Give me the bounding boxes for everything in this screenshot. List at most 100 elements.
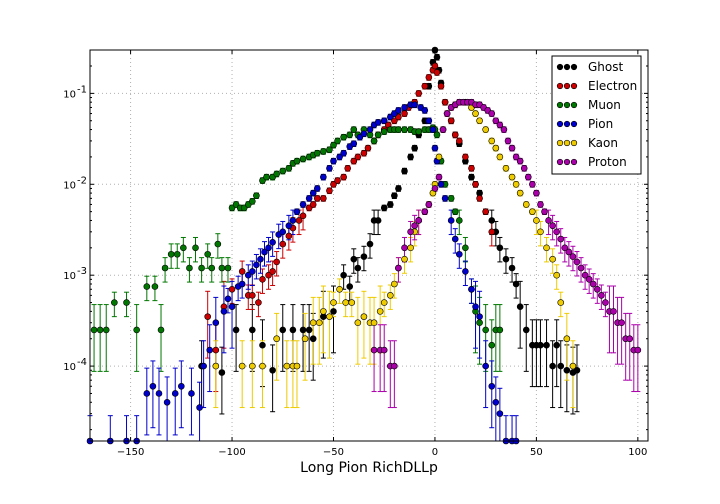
y-tick-exponent: -4 <box>77 357 87 368</box>
pion-point <box>253 261 260 269</box>
legend-marker-proton <box>556 158 564 166</box>
kaon-point <box>563 335 571 343</box>
kaon-point <box>336 285 343 293</box>
kaon-point <box>492 144 500 152</box>
legend-marker-muon <box>563 101 571 109</box>
pion-point <box>309 189 317 197</box>
kaon-point <box>496 153 504 161</box>
legend: Ghost Electron Muon Pion Kaon Proton <box>551 55 642 175</box>
ghost-point <box>496 244 504 252</box>
proton-point <box>411 222 418 230</box>
electron-point <box>238 268 246 275</box>
proton-point <box>421 208 429 215</box>
electron-point <box>212 346 220 354</box>
proton-point <box>626 335 634 343</box>
legend-label-kaon: Kaon <box>588 136 618 150</box>
electron-point <box>421 82 429 90</box>
pion-point <box>496 410 504 417</box>
pion-point <box>149 382 157 390</box>
ghost-point <box>354 264 362 272</box>
muon-point <box>415 128 423 135</box>
pion-point <box>360 130 368 138</box>
electron-point <box>360 149 368 157</box>
electron-point <box>273 258 280 266</box>
legend-label-muon: Muon <box>588 98 621 112</box>
x-axis-title: Long Pion RichDLLp <box>300 460 438 476</box>
proton-point <box>529 180 536 188</box>
proton-point <box>492 117 500 125</box>
electron-point <box>455 137 463 145</box>
proton-point <box>425 201 433 208</box>
muon-point <box>346 131 354 139</box>
kaon-point <box>512 180 520 188</box>
pion-point <box>421 107 429 114</box>
kaon-point <box>283 362 291 370</box>
ghost-point <box>512 280 520 288</box>
kaon-point <box>502 164 510 172</box>
pion-point <box>224 295 232 303</box>
electron-point <box>441 98 449 106</box>
proton-point <box>533 189 540 197</box>
kaon-point <box>212 362 220 370</box>
pion-point <box>261 248 268 256</box>
pion-point <box>269 239 276 246</box>
muon-point <box>208 264 216 272</box>
kaon-point <box>543 244 550 252</box>
pion-point <box>441 195 449 202</box>
legend-marker-pion <box>570 120 578 128</box>
ghost-point <box>411 144 418 152</box>
muon-point <box>455 217 463 224</box>
electron-point <box>255 299 262 306</box>
pion-point <box>411 101 418 109</box>
data-points <box>86 46 642 445</box>
kaon-point <box>533 217 540 224</box>
electron-point <box>344 164 351 172</box>
legend-box <box>551 55 642 175</box>
kaon-point <box>549 255 556 263</box>
kaon-point <box>360 313 368 320</box>
kaon-point <box>342 299 349 306</box>
kaon-point <box>472 110 479 117</box>
legend-label-pion: Pion <box>588 117 613 131</box>
proton-point <box>593 285 601 293</box>
pion-point <box>336 153 343 161</box>
muon-point <box>253 192 260 199</box>
electron-point <box>228 285 236 293</box>
electron-point <box>299 212 307 220</box>
muon-point <box>433 131 441 139</box>
electron-point <box>204 313 211 320</box>
electron-point <box>476 195 483 202</box>
ghost-point <box>557 362 565 370</box>
pion-point <box>437 180 445 188</box>
kaon-point <box>488 137 496 145</box>
kaon-point <box>553 271 560 279</box>
ghost-point <box>543 341 550 349</box>
pion-point <box>468 285 475 293</box>
electron-point <box>488 228 496 236</box>
electron-point <box>451 131 459 139</box>
legend-marker-kaon <box>556 139 564 147</box>
proton-point <box>415 217 423 224</box>
electron-point <box>431 62 439 70</box>
pion-point <box>200 362 207 370</box>
pion-point <box>429 126 437 133</box>
proton-point <box>407 228 414 236</box>
y-tick-label: 10 <box>63 89 76 100</box>
muon-point <box>488 341 496 349</box>
x-tick-label: 0 <box>432 447 438 458</box>
pion-point <box>380 117 388 125</box>
muon-point <box>224 264 232 272</box>
pion-point <box>425 117 433 125</box>
proton-point <box>557 235 565 243</box>
kaon-point <box>326 313 333 320</box>
pion-point <box>299 201 307 208</box>
legend-marker-pion <box>556 120 564 128</box>
pion-point <box>451 235 459 243</box>
y-tick-label: 10 <box>63 271 76 282</box>
muon-point <box>482 326 489 334</box>
electron-point <box>320 195 327 202</box>
ghost-point <box>360 253 368 260</box>
ghost-point <box>468 173 475 181</box>
electron-point <box>433 69 441 76</box>
